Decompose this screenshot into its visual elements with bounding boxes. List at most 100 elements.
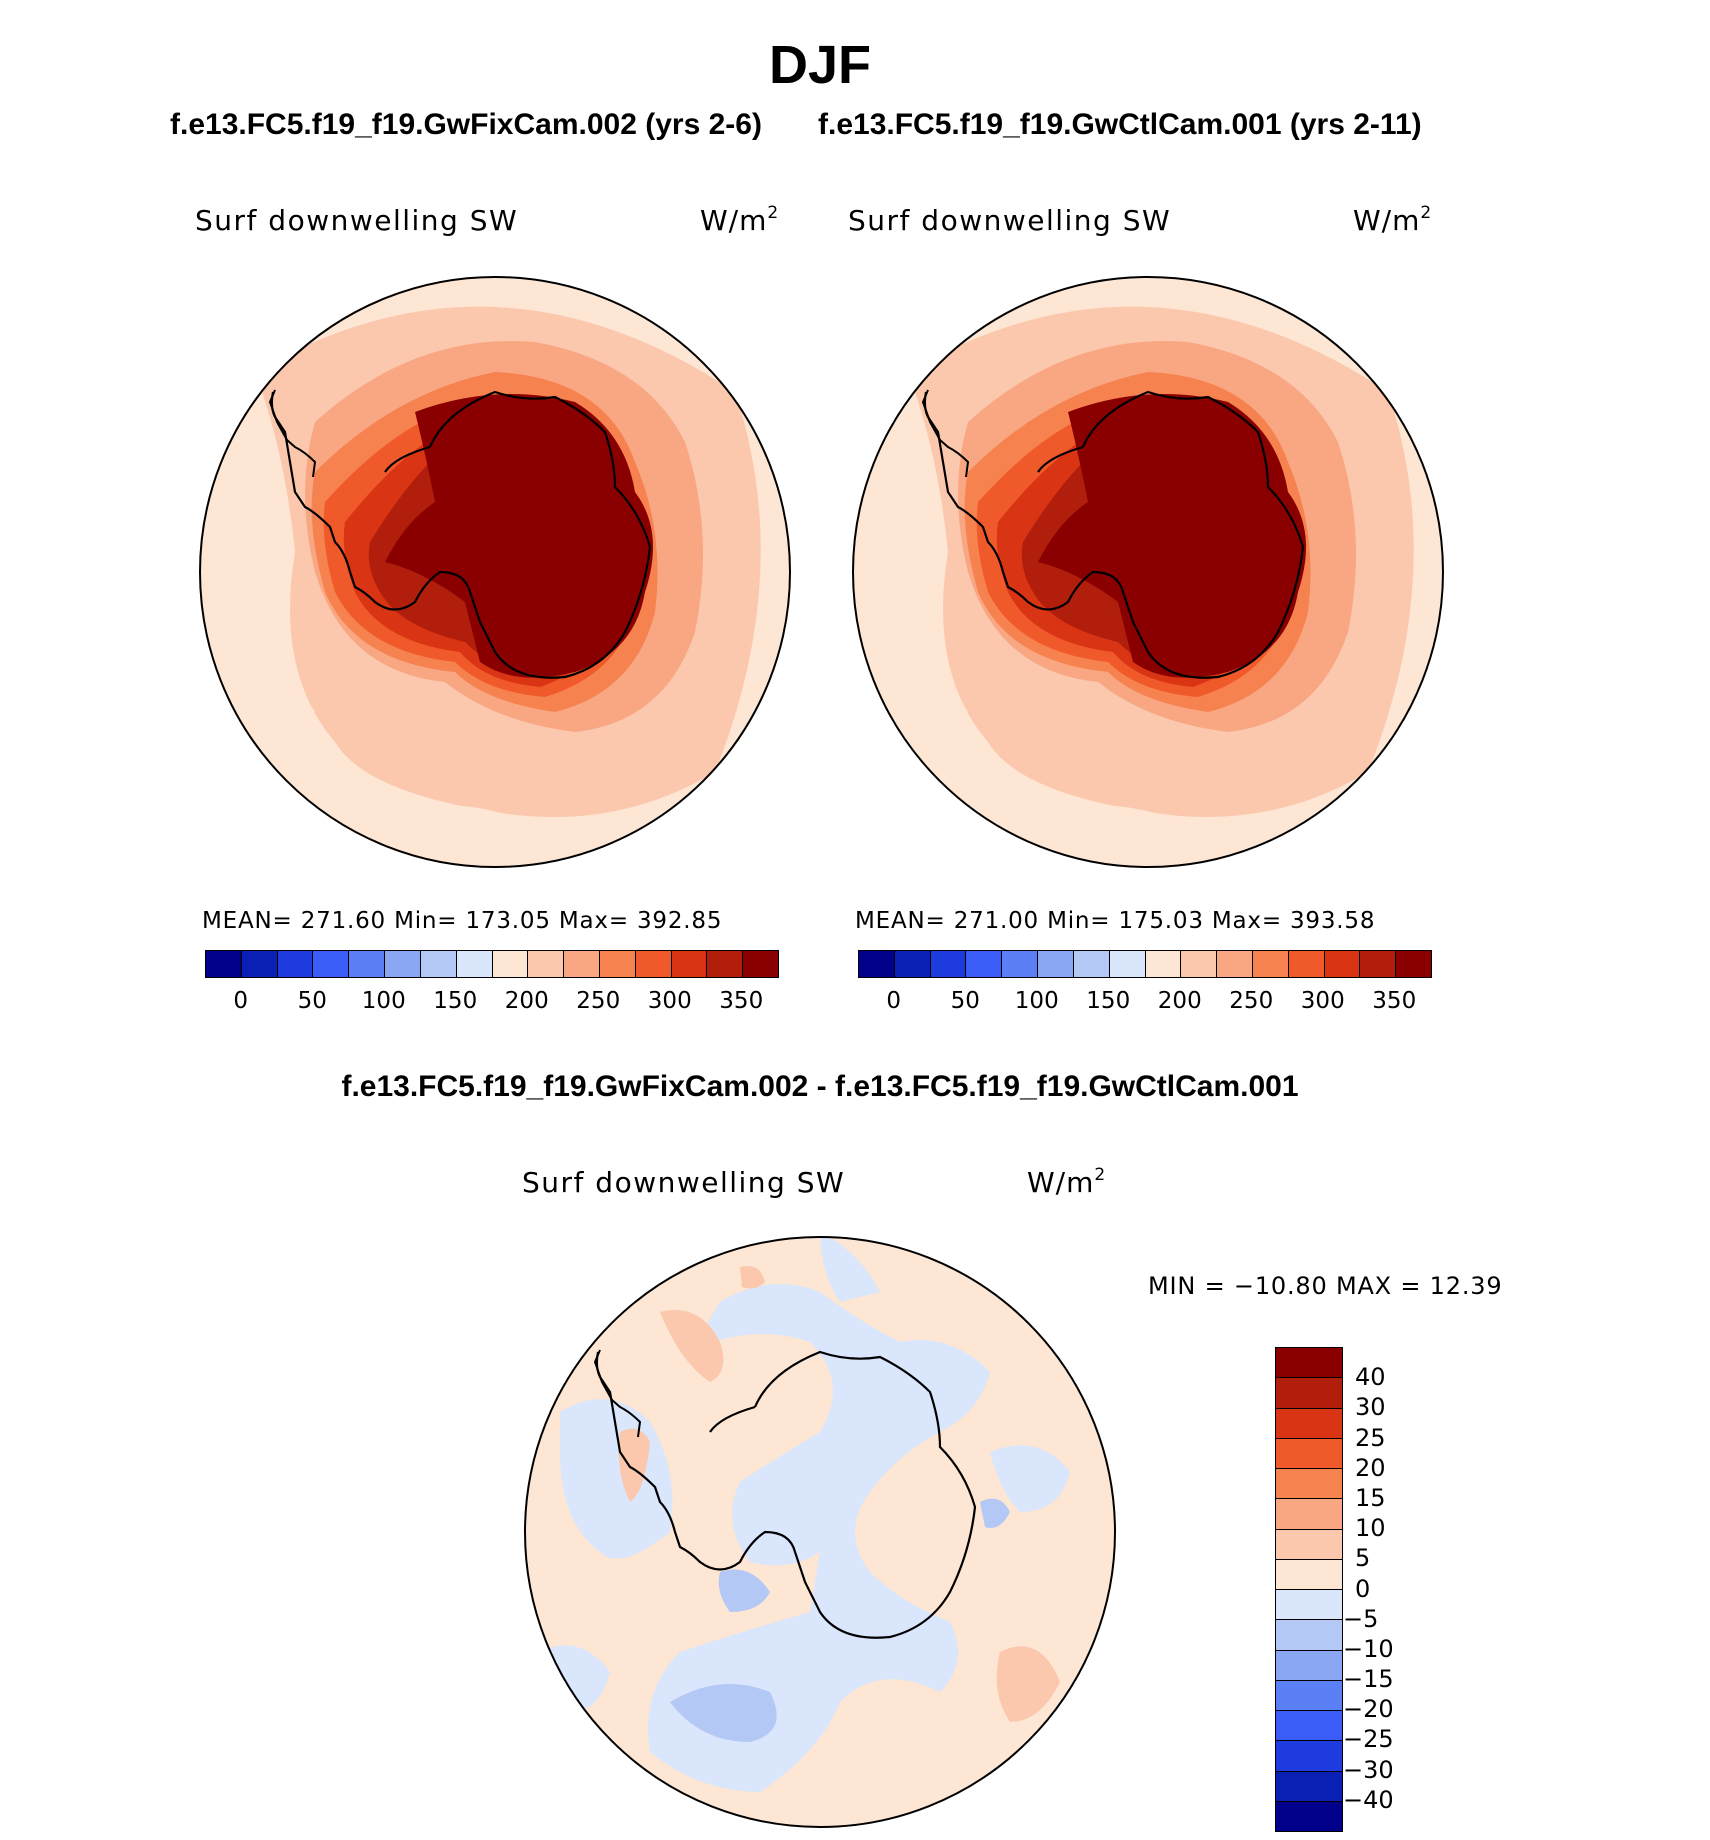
panel-right-case-title: f.e13.FC5.f19_f19.GwCtlCam.001 (yrs 2-11… bbox=[818, 108, 1422, 141]
colorbar-tick-label: −25 bbox=[1343, 1725, 1394, 1754]
difference-units-label: W/m2 bbox=[1027, 1164, 1107, 1199]
difference-variable-label: Surf downwelling SW bbox=[522, 1166, 846, 1199]
colorbar-swatch bbox=[965, 951, 1002, 977]
colorbar-tick-label: 25 bbox=[1355, 1423, 1386, 1452]
panel-right-colorbar-ticks: 0 50 100 150 200 250 300 350 bbox=[858, 988, 1430, 1018]
colorbar-tick-label: 50 bbox=[297, 988, 327, 1014]
colorbar-tick-label: 0 bbox=[886, 988, 902, 1014]
colorbar-swatch bbox=[455, 951, 492, 977]
colorbar-tick-label: 200 bbox=[1157, 988, 1202, 1014]
colorbar-swatch bbox=[1276, 1589, 1342, 1620]
colorbar-swatch bbox=[929, 951, 966, 977]
colorbar-swatch bbox=[1395, 951, 1431, 977]
panel-left-units-label: W/m2 bbox=[700, 202, 780, 237]
colorbar-swatch bbox=[1276, 1770, 1342, 1801]
colorbar-swatch bbox=[1037, 951, 1073, 977]
panel-left-colorbar bbox=[205, 950, 779, 978]
colorbar-tick-label: −10 bbox=[1343, 1634, 1394, 1663]
colorbar-swatch bbox=[1276, 1437, 1342, 1468]
colorbar-swatch bbox=[1276, 1498, 1342, 1529]
colorbar-swatch bbox=[1276, 1649, 1342, 1680]
colorbar-tick-label: −5 bbox=[1343, 1604, 1379, 1633]
colorbar-swatch bbox=[563, 951, 599, 977]
colorbar-tick-label: 30 bbox=[1355, 1393, 1386, 1422]
colorbar-swatch bbox=[634, 951, 671, 977]
difference-stats: MIN = −10.80 MAX = 12.39 bbox=[1148, 1272, 1503, 1300]
map-difference bbox=[524, 1236, 1116, 1828]
colorbar-swatch bbox=[1323, 951, 1360, 977]
colorbar-tick-label: 250 bbox=[576, 988, 621, 1014]
colorbar-tick-label: −30 bbox=[1343, 1755, 1394, 1784]
colorbar-swatch bbox=[1276, 1528, 1342, 1559]
colorbar-swatch bbox=[240, 951, 277, 977]
colorbar-swatch bbox=[348, 951, 385, 977]
colorbar-tick-label: 350 bbox=[1372, 988, 1417, 1014]
colorbar-swatch bbox=[206, 951, 241, 977]
colorbar-tick-label: 150 bbox=[1086, 988, 1131, 1014]
colorbar-swatch bbox=[1276, 1619, 1342, 1650]
colorbar-tick-label: 50 bbox=[950, 988, 980, 1014]
colorbar-tick-label: 10 bbox=[1355, 1514, 1386, 1543]
colorbar-swatch bbox=[1276, 1558, 1342, 1589]
colorbar-swatch bbox=[1276, 1740, 1342, 1771]
colorbar-tick-label: 350 bbox=[719, 988, 764, 1014]
colorbar-tick-label: 0 bbox=[233, 988, 249, 1014]
colorbar-swatch bbox=[742, 951, 778, 977]
colorbar-tick-label: 15 bbox=[1355, 1483, 1386, 1512]
colorbar-tick-label: 100 bbox=[1014, 988, 1059, 1014]
colorbar-tick-label: −40 bbox=[1343, 1785, 1394, 1814]
colorbar-swatch bbox=[1359, 951, 1396, 977]
colorbar-swatch bbox=[1108, 951, 1145, 977]
difference-colorbar-ticks: 40 30 25 20 15 10 5 0 −5 −10 −15 −20 −25 −30 −40 bbox=[1343, 1347, 1455, 1830]
panel-right-stats: MEAN= 271.00 Min= 175.03 Max= 393.58 bbox=[855, 908, 1376, 934]
difference-title: f.e13.FC5.f19_f19.GwFixCam.002 - f.e13.F… bbox=[341, 1070, 1299, 1103]
colorbar-swatch bbox=[1251, 951, 1288, 977]
colorbar-tick-label: 100 bbox=[361, 988, 406, 1014]
colorbar-swatch bbox=[1276, 1800, 1342, 1831]
panel-right-colorbar bbox=[858, 950, 1432, 978]
colorbar-swatch bbox=[1276, 1407, 1342, 1438]
colorbar-swatch bbox=[491, 951, 528, 977]
colorbar-swatch bbox=[1216, 951, 1252, 977]
colorbar-tick-label: 200 bbox=[504, 988, 549, 1014]
difference-colorbar bbox=[1275, 1347, 1343, 1832]
colorbar-swatch bbox=[384, 951, 420, 977]
colorbar-tick-label: 300 bbox=[647, 988, 692, 1014]
panel-left-variable-label: Surf downwelling SW bbox=[195, 204, 519, 237]
colorbar-swatch bbox=[1180, 951, 1217, 977]
colorbar-swatch bbox=[312, 951, 349, 977]
colorbar-swatch bbox=[1276, 1377, 1342, 1408]
colorbar-tick-label: −20 bbox=[1343, 1695, 1394, 1724]
main-title: DJF bbox=[768, 35, 871, 95]
colorbar-swatch bbox=[1276, 1710, 1342, 1741]
colorbar-tick-label: 20 bbox=[1355, 1453, 1386, 1482]
colorbar-swatch bbox=[1276, 1468, 1342, 1499]
colorbar-swatch bbox=[1001, 951, 1038, 977]
colorbar-swatch bbox=[859, 951, 894, 977]
map-right bbox=[852, 276, 1444, 868]
panel-right-variable-label: Surf downwelling SW bbox=[848, 204, 1172, 237]
colorbar-tick-label: 150 bbox=[433, 988, 478, 1014]
colorbar-swatch bbox=[276, 951, 313, 977]
colorbar-tick-label: 250 bbox=[1229, 988, 1274, 1014]
panel-left-colorbar-ticks: 0 50 100 150 200 250 300 350 bbox=[205, 988, 777, 1018]
colorbar-swatch bbox=[598, 951, 635, 977]
colorbar-tick-label: 5 bbox=[1355, 1544, 1371, 1573]
panel-right-units-label: W/m2 bbox=[1353, 202, 1433, 237]
colorbar-swatch bbox=[893, 951, 930, 977]
colorbar-swatch bbox=[527, 951, 564, 977]
colorbar-swatch bbox=[1276, 1679, 1342, 1710]
colorbar-swatch bbox=[1287, 951, 1324, 977]
colorbar-swatch bbox=[1072, 951, 1109, 977]
colorbar-swatch bbox=[706, 951, 743, 977]
colorbar-swatch bbox=[419, 951, 456, 977]
panel-left-case-title: f.e13.FC5.f19_f19.GwFixCam.002 (yrs 2-6) bbox=[170, 108, 762, 141]
colorbar-tick-label: −15 bbox=[1343, 1665, 1394, 1694]
colorbar-tick-label: 40 bbox=[1355, 1363, 1386, 1392]
colorbar-tick-label: 300 bbox=[1300, 988, 1345, 1014]
map-left bbox=[199, 276, 791, 868]
colorbar-swatch bbox=[670, 951, 707, 977]
colorbar-tick-label: 0 bbox=[1355, 1574, 1371, 1603]
colorbar-swatch bbox=[1144, 951, 1181, 977]
panel-left-stats: MEAN= 271.60 Min= 173.05 Max= 392.85 bbox=[202, 908, 723, 934]
